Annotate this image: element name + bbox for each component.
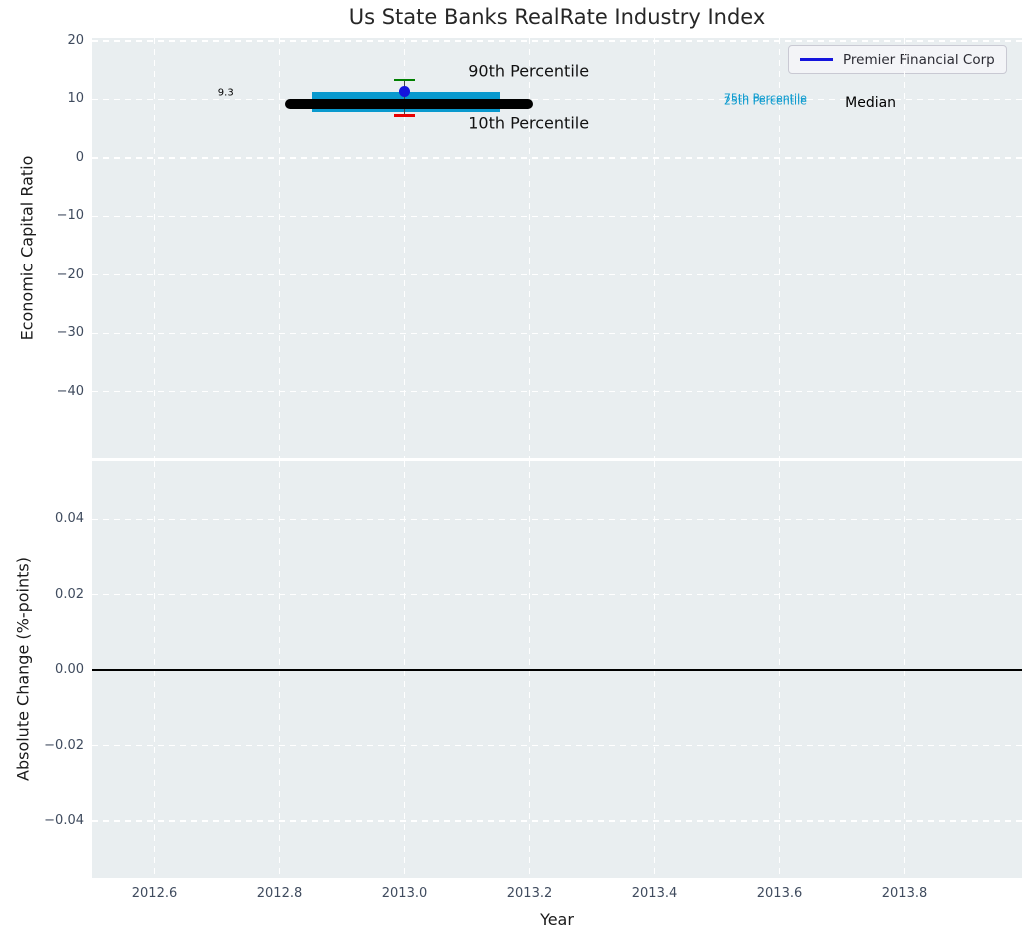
gridline-y-0-04 [92,820,1022,822]
company-point [399,86,410,98]
gridline-x-2013-4 [653,38,656,458]
y-tick-label-10: 10 [67,91,84,107]
y-tick-label-0-00: 0.00 [55,662,84,678]
gridline-x-2013-8 [903,38,906,458]
y-tick-label-20: −20 [56,266,84,282]
gridline-x-2013-0 [403,38,406,458]
axes-economic-capital-ratio [92,38,1022,458]
annotation-75th-percentile: 75th Percentile [723,91,807,105]
x-tick-label-2013-6: 2013.6 [756,886,803,901]
gridline-y-40 [92,391,1022,393]
y-tick-label-0-02: 0.02 [55,586,84,602]
y-tick-label-30: −30 [56,325,84,341]
gridline-x-2013-2 [528,38,531,458]
gridline-x-2012-8 [278,38,281,458]
gridline-y-0-02 [92,744,1022,747]
gridline-y-0-04 [92,518,1022,520]
x-tick-label-2013-8: 2013.8 [881,886,928,901]
annotation-25th-percentile: 25th Percentile [723,94,807,108]
gridline-y-10 [92,98,1022,100]
gridline-y-0-02 [92,593,1022,596]
x-tick-label-2013-2: 2013.2 [506,886,553,901]
legend: Premier Financial Corp [788,45,1007,74]
gridline-y-30 [92,332,1022,334]
gridline-y-20 [92,40,1022,42]
y-tick-label-0-02: −0.02 [44,737,84,753]
x-tick-label-2012-8: 2012.8 [256,886,303,901]
x-tick-label-2013-4: 2013.4 [631,886,678,901]
zero-line [92,669,1022,671]
annotation-90th-percentile: 90th Percentile [468,61,590,81]
y-tick-label-10: −10 [56,208,84,224]
gridline-y-10 [92,215,1022,217]
y-tick-label-0-04: 0.04 [55,511,84,527]
x-tick-label-2013-0: 2013.0 [381,886,428,901]
gridline-x-2012-6 [153,38,156,458]
legend-line-icon [800,58,833,61]
y-axis-label-economic-capital-ratio: Economic Capital Ratio [17,155,37,341]
y-tick-label-40: −40 [56,383,84,399]
gridline-x-2013-6 [778,38,781,458]
gridline-y-20 [92,274,1022,276]
y-tick-label-0: 0 [75,149,84,165]
x-tick-label-2012-6: 2012.6 [131,886,178,901]
chart-title: Us State Banks RealRate Industry Index [348,5,766,29]
x-axis-label-year: Year [540,910,574,929]
whisker-line [403,80,406,116]
p10-cap [394,114,415,118]
annotation-9-3: 9.3 [217,87,234,99]
median-line [284,98,533,109]
annotation-median: Median [845,94,897,111]
p90-cap [394,78,415,82]
annotation-10th-percentile: 10th Percentile [468,113,590,133]
y-tick-label-0-04: −0.04 [44,813,84,829]
y-tick-label-20: 20 [67,32,84,48]
gridline-y-0 [92,157,1022,159]
legend-label-premier-financial-corp: Premier Financial Corp [843,51,995,68]
